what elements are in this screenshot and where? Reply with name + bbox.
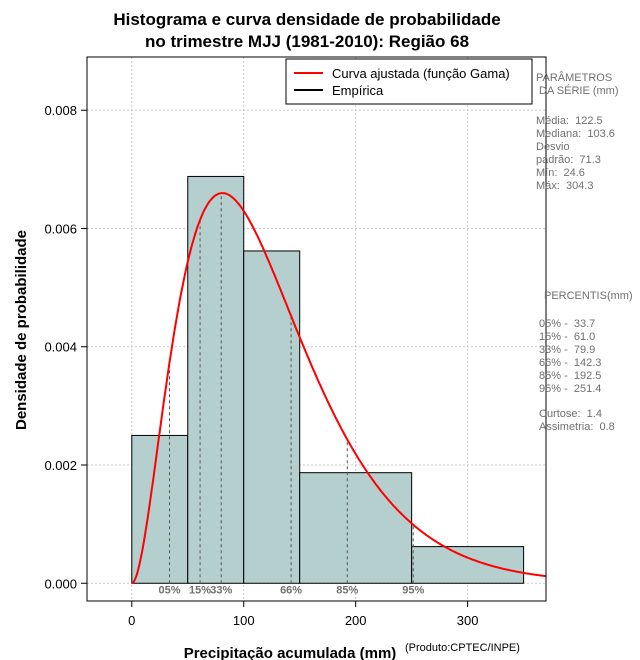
histogram-bar: [243, 250, 301, 584]
legend-label-curve: Curva ajustada (função Gama): [332, 66, 510, 81]
x-tick-label: 200: [345, 613, 367, 628]
percentile-label: 33%: [210, 584, 232, 596]
y-axis: 0.000 0.002 0.004 0.006 0.008: [44, 103, 88, 591]
percentile-label: 85%: [336, 584, 358, 596]
gamma-curve: [131, 192, 547, 585]
chart-title-line1: Histograma e curva densidade de probabil…: [113, 10, 500, 29]
percentis-title: PERCENTIS(mm): [544, 290, 633, 302]
x-tick-label: 0: [128, 613, 135, 628]
x-tick-label: 100: [233, 613, 255, 628]
percentile-lines: 05% 15% 33% 66% 85% 95%: [158, 193, 424, 596]
params-body: Média: 122.5 Mediana: 103.6 Desvio padrã…: [536, 115, 615, 192]
histogram-bar: [299, 472, 413, 584]
y-tick-label: 0.000: [44, 576, 77, 591]
percentile-label: 15%: [189, 584, 211, 596]
x-tick-label: 300: [457, 613, 479, 628]
legend: Curva ajustada (função Gama) Empírica: [285, 58, 533, 105]
legend-box: [285, 58, 533, 105]
y-axis-title: Densidade de probabilidade: [13, 230, 30, 430]
histogram-bar: [411, 546, 525, 584]
percentis-body: 05% - 33.7 15% - 61.0 33% - 79.9 66% - 1…: [539, 318, 615, 434]
histogram-bar: [187, 175, 245, 584]
x-axis: 0 100 200 300: [128, 600, 479, 628]
legend-label-empirical: Empírica: [332, 83, 384, 98]
x-axis-title: Precipitação acumulada (mm): [184, 645, 397, 660]
credit-text: (Produto:CPTEC/INPE): [405, 642, 520, 654]
y-tick-label: 0.002: [44, 458, 77, 473]
percentile-label: 95%: [402, 584, 424, 596]
y-tick-label: 0.006: [44, 221, 77, 236]
y-tick-label: 0.008: [44, 103, 77, 118]
percentile-label: 66%: [280, 584, 302, 596]
bars: [131, 175, 525, 584]
percentile-label: 05%: [158, 584, 180, 596]
y-tick-label: 0.004: [44, 340, 77, 355]
params-title: PARÂMETROS DA SÉRIE (mm): [536, 72, 619, 97]
chart-title-line2: no trimestre MJJ (1981-2010): Região 68: [145, 32, 469, 51]
